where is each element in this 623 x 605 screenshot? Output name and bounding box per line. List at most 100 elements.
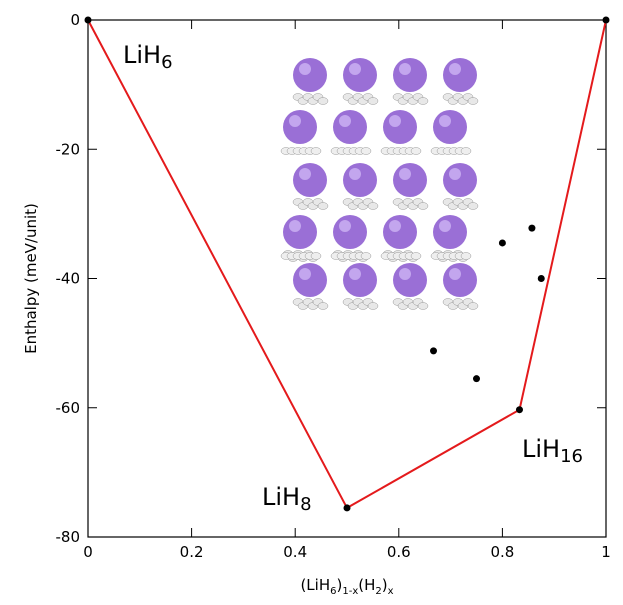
lithium [393, 263, 427, 297]
lithium-highlight [349, 268, 361, 280]
hydrogen [317, 302, 329, 310]
point [528, 224, 536, 232]
lithium-highlight [449, 63, 461, 75]
compound-label: LiH8 [262, 483, 312, 515]
compound-label: LiH6 [123, 41, 173, 73]
x-axis-label-part: 1-x [342, 586, 358, 597]
x-tick-label: 0.4 [283, 543, 307, 561]
crystal-structure-image [280, 58, 479, 310]
point [430, 347, 438, 355]
hull-point [515, 406, 523, 414]
hydrogen [410, 252, 422, 260]
x-axis-label-part: ) [336, 576, 342, 594]
x-tick-label: 1 [601, 543, 611, 561]
lithium-highlight [449, 168, 461, 180]
y-axis-label: Enthalpy (meV/unit) [22, 203, 40, 354]
lithium-highlight [389, 115, 401, 127]
y-tick-label: -60 [56, 399, 81, 417]
hull-point [343, 504, 351, 512]
lithium [333, 110, 367, 144]
compound-label-part: LiH [262, 483, 300, 511]
compound-label-part: 8 [300, 494, 311, 515]
x-axis-label-part: 6 [330, 586, 336, 597]
hull-point [602, 16, 610, 24]
hydrogen [467, 302, 479, 310]
lithium [443, 263, 477, 297]
y-tick-label: -40 [56, 270, 81, 288]
hull-point [84, 16, 92, 24]
lithium-highlight [299, 63, 311, 75]
lithium [393, 163, 427, 197]
hydrogen [417, 97, 429, 105]
lithium [293, 263, 327, 297]
lithium [333, 215, 367, 249]
hydrogen [467, 97, 479, 105]
lithium-highlight [399, 268, 411, 280]
lithium [283, 110, 317, 144]
x-tick-label: 0.8 [490, 543, 514, 561]
lithium [443, 58, 477, 92]
lithium-highlight [399, 168, 411, 180]
hydrogen [417, 202, 429, 210]
lithium-highlight [389, 220, 401, 232]
lithium [393, 58, 427, 92]
lithium-highlight [339, 115, 351, 127]
hydrogen [310, 147, 322, 155]
lithium [383, 110, 417, 144]
x-tick-label: 0.2 [180, 543, 204, 561]
x-axis-label-part: ) [382, 576, 388, 594]
x-axis-label-part: (LiH [300, 576, 330, 594]
lithium [383, 215, 417, 249]
compound-label: LiH16 [522, 435, 583, 467]
point [473, 375, 480, 383]
y-tick-label: -20 [56, 140, 81, 158]
x-axis-label-part: x [388, 586, 394, 597]
lithium [433, 215, 467, 249]
hydrogen [367, 202, 379, 210]
hydrogen [467, 202, 479, 210]
hydrogen [310, 252, 322, 260]
x-axis-label-part: (H [358, 576, 375, 594]
hydrogen [317, 202, 329, 210]
hydrogen [460, 147, 472, 155]
hydrogen [360, 147, 372, 155]
hull-line [87, 19, 607, 510]
hydrogen [367, 97, 379, 105]
lithium [443, 163, 477, 197]
hydrogen [417, 302, 429, 310]
compound-label-part: LiH [123, 41, 161, 69]
lithium-highlight [349, 168, 361, 180]
lithium-highlight [399, 63, 411, 75]
lithium-highlight [289, 115, 301, 127]
x-tick-label: 0.6 [387, 543, 411, 561]
hydrogen [367, 302, 379, 310]
lithium-highlight [339, 220, 351, 232]
lithium [283, 215, 317, 249]
lithium [293, 163, 327, 197]
x-axis-label-part: 2 [375, 586, 381, 597]
lithium-highlight [299, 168, 311, 180]
compound-label-part: LiH [522, 435, 560, 463]
x-axis-label: (LiH6)1-x(H2)x [300, 576, 393, 597]
lithium-highlight [439, 115, 451, 127]
lithium [433, 110, 467, 144]
lithium [343, 263, 377, 297]
lithium-highlight [299, 268, 311, 280]
hydrogen [360, 252, 372, 260]
hydrogen [460, 252, 472, 260]
compound-label-part: 6 [161, 52, 172, 73]
lithium [343, 163, 377, 197]
hydrogen [317, 97, 329, 105]
y-tick-label: 0 [70, 11, 80, 29]
point [498, 239, 506, 247]
lithium [343, 58, 377, 92]
point [537, 275, 545, 282]
lithium [293, 58, 327, 92]
lithium-highlight [289, 220, 301, 232]
x-tick-label: 0 [83, 543, 93, 561]
lithium-highlight [439, 220, 451, 232]
lithium-highlight [349, 63, 361, 75]
lithium-highlight [449, 268, 461, 280]
hydrogen [410, 147, 422, 155]
